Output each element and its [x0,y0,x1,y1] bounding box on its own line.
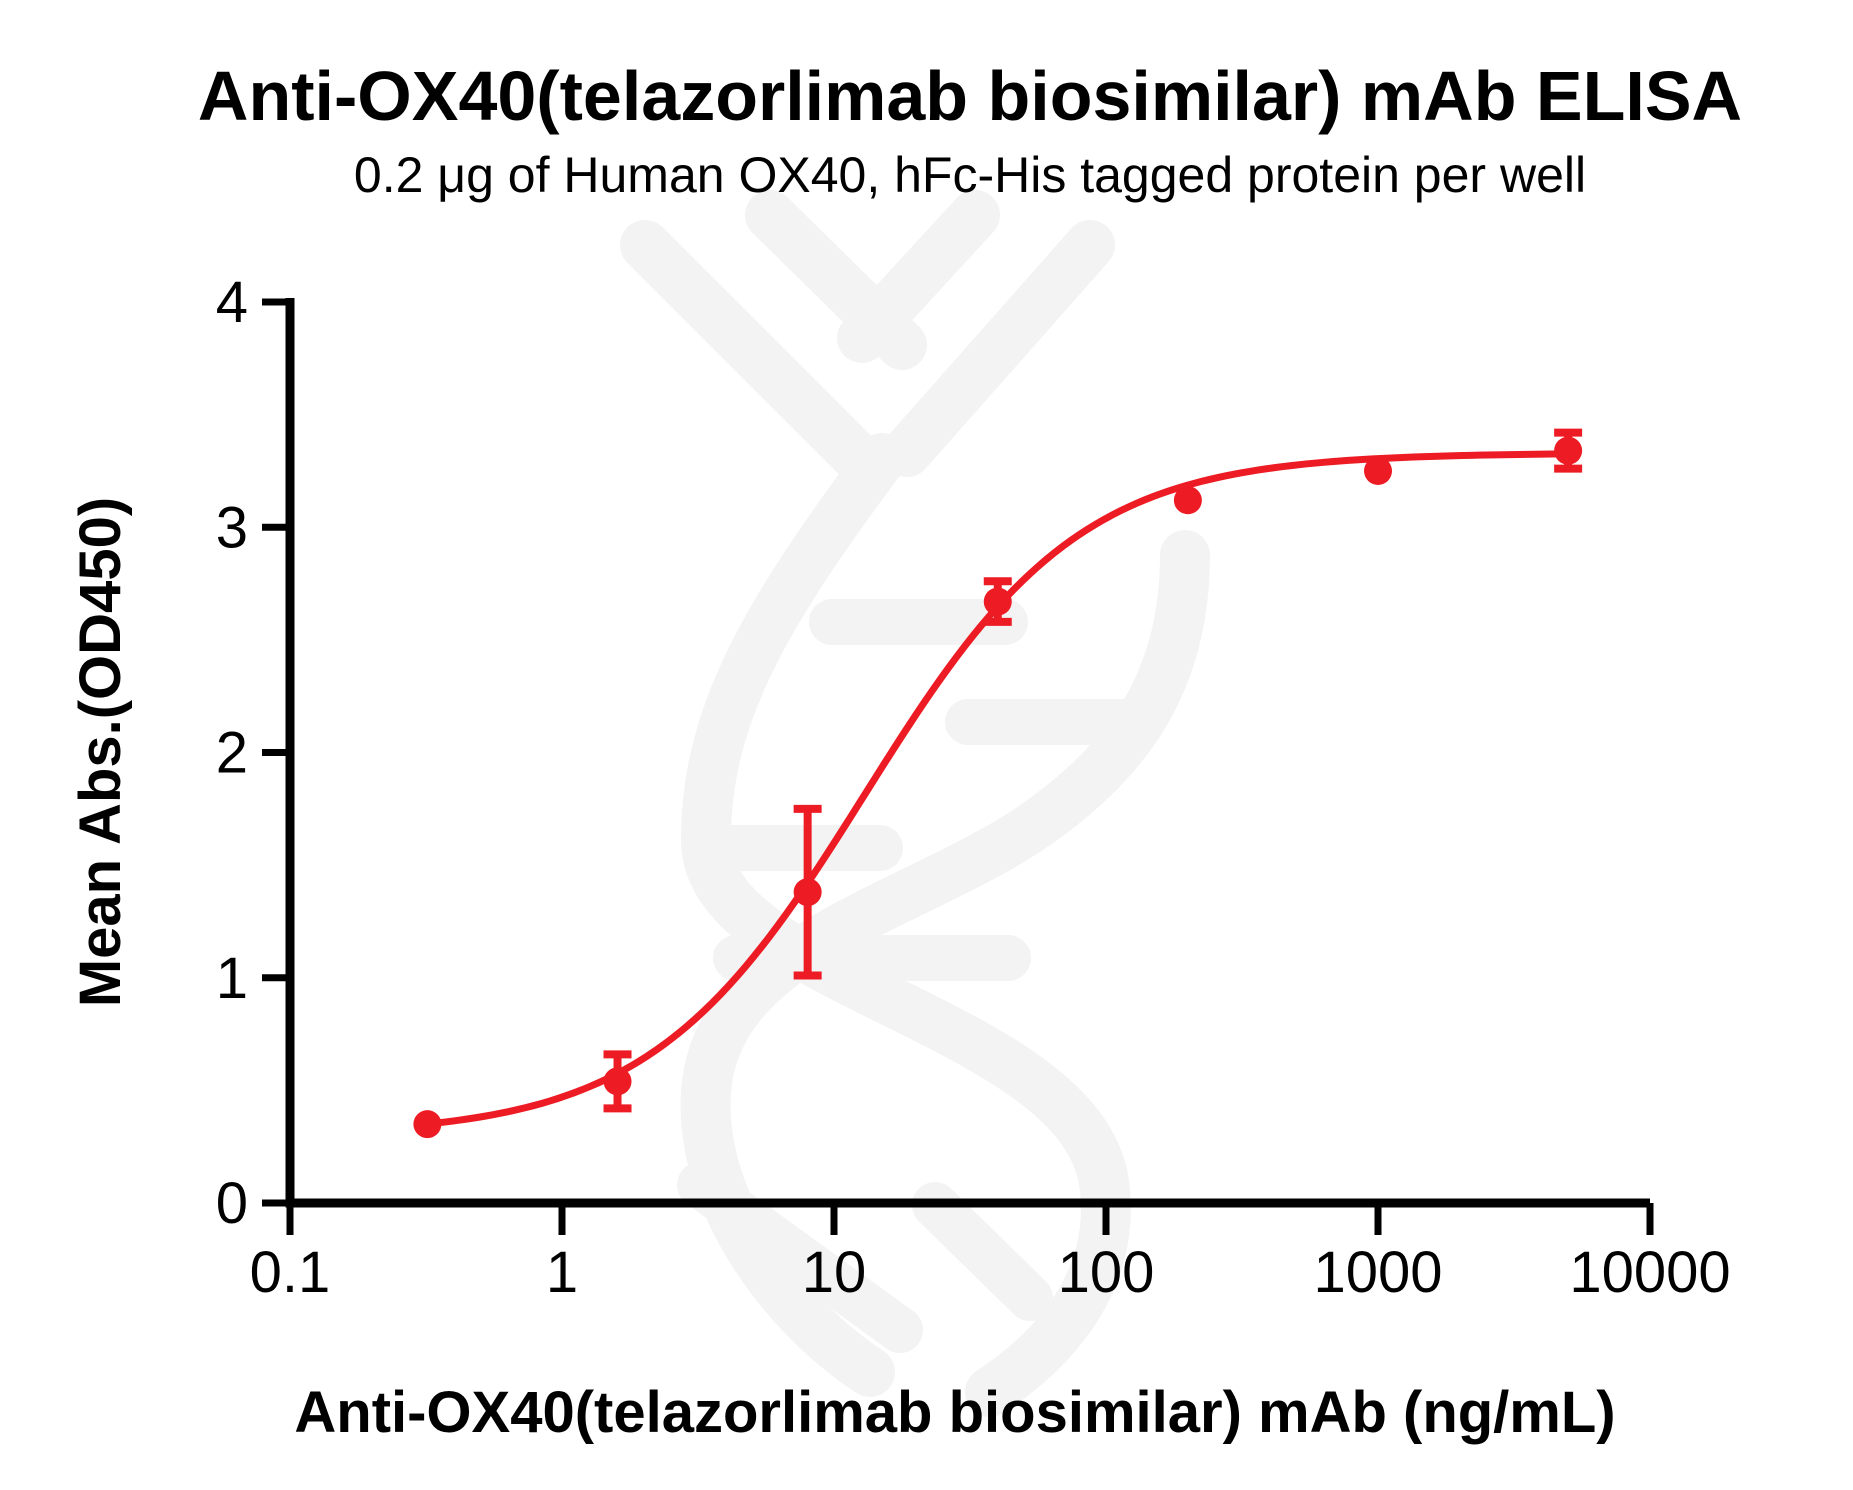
y-tick-label: 0 [216,1171,248,1236]
axes: 0.1 1 10 100 1000 10000 0 1 2 3 4 [216,270,1731,1305]
x-tick-label: 10 [802,1240,867,1305]
y-tick-label: 3 [216,495,248,560]
fit-curve [423,450,1572,1128]
x-tick-label: 1000 [1313,1240,1442,1305]
data-point-marker [1173,486,1202,515]
x-tick-label: 1 [546,1240,578,1305]
data-point-marker [1554,436,1583,465]
x-tick-label: 10000 [1569,1240,1730,1305]
data-point-marker [603,1067,632,1096]
x-tick-label: 0.1 [250,1240,331,1305]
y-tick-label: 2 [216,721,248,786]
x-tick-label: 100 [1058,1240,1155,1305]
y-tick-label: 1 [216,946,248,1011]
antibody-dna-watermark-icon [620,190,1210,1417]
plot-area [413,428,1583,1139]
data-point-marker [983,587,1012,616]
data-point-marker [413,1110,442,1139]
chart-title: Anti-OX40(telazorlimab biosimilar) mAb E… [198,57,1742,135]
data-point-marker [1364,456,1392,485]
x-axis-label: Anti-OX40(telazorlimab biosimilar) mAb (… [294,1380,1615,1445]
chart-subtitle: 0.2 μg of Human OX40, hFc-His tagged pro… [354,147,1586,203]
data-point-marker [793,878,822,907]
y-tick-label: 4 [216,270,248,335]
y-axis-label: Mean Abs.(OD450) [68,497,133,1007]
